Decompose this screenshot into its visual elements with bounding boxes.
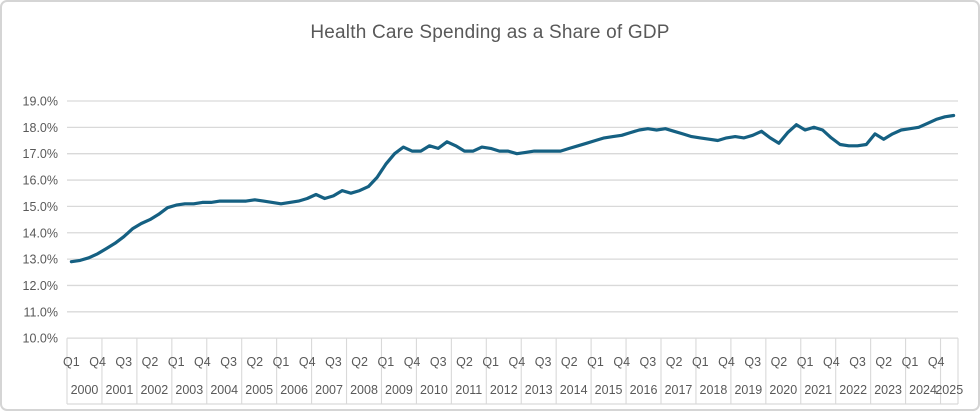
x-axis-year-label: 2014 <box>560 383 588 397</box>
x-axis-year-label: 2020 <box>769 383 797 397</box>
x-axis-quarter-label: Q4 <box>404 355 421 369</box>
y-axis-tick-label: 10.0% <box>23 332 58 346</box>
x-axis-quarter-label: Q1 <box>273 355 290 369</box>
x-axis-year-label: 2016 <box>630 383 658 397</box>
x-axis-year-label: 2006 <box>280 383 308 397</box>
x-axis-year-label: 2018 <box>700 383 728 397</box>
x-axis-year-label: 2013 <box>525 383 553 397</box>
x-axis-quarter-label: Q4 <box>928 355 945 369</box>
x-axis-quarter-label: Q3 <box>430 355 447 369</box>
x-axis-year-label: 2024 <box>909 383 937 397</box>
x-axis-quarter-label: Q2 <box>142 355 159 369</box>
x-axis-year-label: 2025 <box>935 383 963 397</box>
y-axis-tick-label: 19.0% <box>23 95 58 109</box>
x-axis-quarter-label: Q4 <box>299 355 316 369</box>
x-axis-year-label: 2003 <box>175 383 203 397</box>
y-axis-tick-label: 15.0% <box>23 200 58 214</box>
x-axis-quarter-label: Q2 <box>561 355 578 369</box>
x-axis-year-label: 2023 <box>874 383 902 397</box>
x-axis-year-label: 2005 <box>245 383 273 397</box>
y-axis-tick-label: 11.0% <box>23 305 58 319</box>
x-axis-quarter-label: Q2 <box>351 355 368 369</box>
x-axis-year-label: 2022 <box>839 383 867 397</box>
x-axis-year-label: 2017 <box>665 383 693 397</box>
y-axis-tick-label: 16.0% <box>23 174 58 188</box>
x-axis-year-label: 2008 <box>350 383 378 397</box>
y-axis-tick-label: 14.0% <box>23 226 58 240</box>
x-axis-quarter-label: Q3 <box>535 355 552 369</box>
x-axis-quarter-label: Q4 <box>89 355 106 369</box>
x-axis-quarter-label: Q2 <box>246 355 263 369</box>
x-axis-year-label: 2007 <box>315 383 343 397</box>
x-axis-quarter-label: Q1 <box>692 355 709 369</box>
y-axis-tick-label: 17.0% <box>23 147 58 161</box>
y-axis-tick-label: 18.0% <box>23 121 58 135</box>
x-axis-quarter-label: Q2 <box>875 355 892 369</box>
x-axis-year-label: 2011 <box>455 383 482 397</box>
x-axis-quarter-label: Q3 <box>849 355 866 369</box>
x-axis-quarter-label: Q1 <box>377 355 394 369</box>
x-axis-quarter-label: Q4 <box>613 355 630 369</box>
x-axis-quarter-label: Q4 <box>194 355 211 369</box>
x-axis-year-label: 2015 <box>595 383 623 397</box>
x-axis-quarter-label: Q4 <box>823 355 840 369</box>
y-axis-tick-label: 12.0% <box>23 279 58 293</box>
x-axis-quarter-label: Q4 <box>718 355 735 369</box>
x-axis-quarter-label: Q3 <box>115 355 132 369</box>
x-axis-quarter-label: Q2 <box>771 355 788 369</box>
x-axis-year-label: 2019 <box>734 383 762 397</box>
x-axis-quarter-label: Q3 <box>325 355 342 369</box>
x-axis-quarter-label: Q4 <box>509 355 526 369</box>
x-axis-quarter-label: Q1 <box>797 355 814 369</box>
x-axis-year-label: 2002 <box>140 383 168 397</box>
x-axis-year-label: 2010 <box>420 383 448 397</box>
x-axis-year-label: 2000 <box>71 383 99 397</box>
x-axis-quarter-label: Q3 <box>640 355 657 369</box>
x-axis-year-label: 2012 <box>490 383 518 397</box>
x-axis-quarter-label: Q2 <box>456 355 473 369</box>
data-series-line <box>69 113 956 264</box>
x-axis-quarter-label: Q1 <box>902 355 919 369</box>
x-axis-quarter-label: Q1 <box>482 355 499 369</box>
x-axis-quarter-label: Q3 <box>220 355 237 369</box>
chart-title: Health Care Spending as a Share of GDP <box>310 22 670 43</box>
x-axis-quarter-label: Q3 <box>744 355 761 369</box>
x-axis-year-label: 2009 <box>385 383 413 397</box>
x-axis-quarter-label: Q2 <box>666 355 683 369</box>
x-axis-year-label: 2004 <box>210 383 238 397</box>
x-axis-year-label: 2001 <box>106 383 134 397</box>
x-axis-quarter-label: Q1 <box>63 355 80 369</box>
x-axis-year-label: 2021 <box>804 383 832 397</box>
y-axis-tick-label: 13.0% <box>23 253 58 267</box>
x-axis-quarter-label: Q1 <box>168 355 185 369</box>
x-axis-quarter-label: Q1 <box>587 355 604 369</box>
